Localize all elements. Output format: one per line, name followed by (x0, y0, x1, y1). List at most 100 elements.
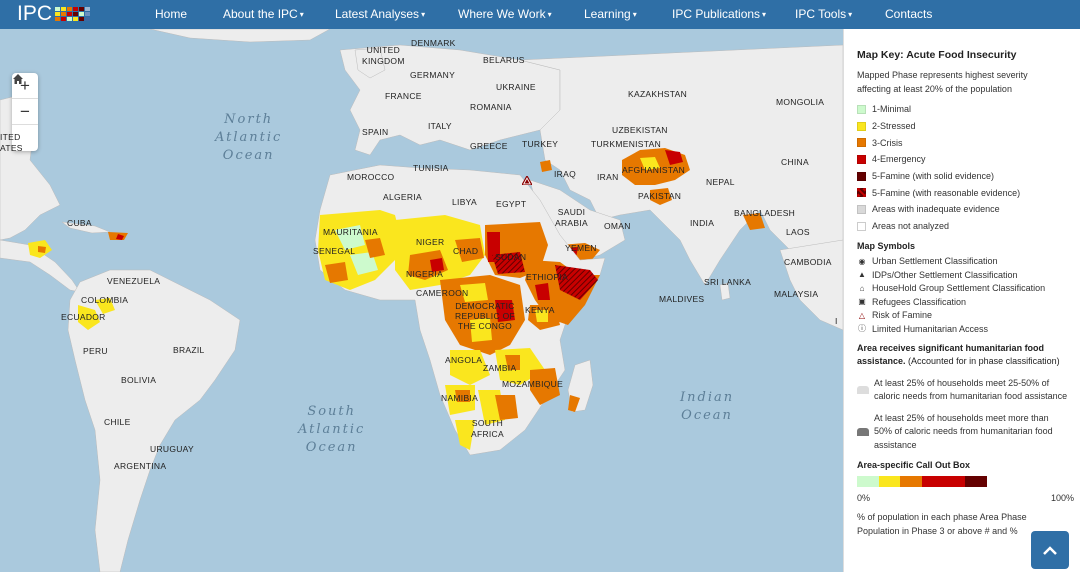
country-label: NAMIBIA (441, 393, 479, 403)
country-label: LIBYA (452, 197, 477, 207)
dot-circle-icon: ◉ (858, 256, 866, 266)
home-button[interactable] (12, 74, 38, 151)
risk-triangle-icon: △ (858, 310, 866, 320)
country-label: MOROCCO (347, 172, 395, 182)
callout-scale: 0% 100% (857, 493, 1074, 503)
country-label: OMAN (604, 221, 631, 231)
country-label: CHINA (781, 157, 809, 167)
symbol-legend-item: △ Risk of Famine (858, 310, 933, 321)
symbol-legend-item: ⓘ Limited Humanitarian Access (858, 323, 989, 334)
nav-ipc-publications[interactable]: IPC Publications ▾ (672, 7, 767, 21)
country-label: ETHIOPIA (526, 272, 569, 282)
country-label: VENEZUELA (107, 276, 161, 286)
symbol-legend-item: ▲ IDPs/Other Settlement Classification (858, 269, 1018, 280)
country-label: UKRAINE (496, 82, 536, 92)
ipc-logo[interactable]: IPC (17, 2, 91, 25)
country-label: PAKISTAN (638, 191, 682, 201)
country-label: URUGUAY (150, 444, 194, 454)
nav-where-we-work[interactable]: Where We Work ▾ (458, 7, 552, 21)
country-label: ITALY (428, 121, 452, 131)
country-label: BRAZIL (173, 345, 205, 355)
symbol-legend-item: ▣ Refugees Classification (858, 296, 967, 307)
zoom-in-button[interactable]: + (12, 73, 38, 99)
map-basemap (0, 29, 843, 572)
country-label: GERMANY (410, 70, 456, 80)
map-canvas[interactable]: + − North Atlantic Ocean South Atlantic … (0, 29, 843, 572)
map-key-panel: Map Key: Acute Food Insecurity Mapped Ph… (843, 29, 1080, 572)
phase-legend-item: 5-Famine (with reasonable evidence) (857, 184, 1080, 201)
nav-about[interactable]: About the IPC ▾ (223, 7, 304, 21)
phase-legend-item: 4-Emergency (857, 151, 1080, 168)
nav-ipc-tools[interactable]: IPC Tools ▾ (795, 7, 853, 21)
country-label: NIGERIA (406, 269, 444, 279)
country-label: IRAN (597, 172, 619, 182)
country-label: MONGOLIA (776, 97, 825, 107)
country-label: SENEGAL (313, 246, 356, 256)
country-label: ANGOLA (445, 355, 483, 365)
phase-legend-item: 2-Stressed (857, 118, 1080, 135)
chevron-down-icon: ▾ (547, 10, 552, 19)
phase-swatch (857, 171, 866, 181)
chevron-down-icon: ▾ (421, 10, 426, 19)
phase-legend-item: 5-Famine (with solid evidence) (857, 168, 1080, 185)
limited-access-icon: ⓘ (858, 324, 866, 334)
country-label: SRI LANKA (704, 277, 752, 287)
phase-swatch (857, 154, 866, 164)
country-label: NIGER (416, 237, 445, 247)
country-label: SAUDI ARABIA (555, 207, 588, 228)
country-label: KENYA (525, 305, 555, 315)
country-label: MOZAMBIQUE (502, 379, 564, 389)
top-navbar: IPC Home About the IPC ▾ Latest Analyses ▾… (0, 0, 1080, 29)
country-label: CUBA (67, 218, 92, 228)
country-label: TURKEY (522, 139, 559, 149)
home-icon (13, 74, 23, 84)
refugee-icon: ▣ (858, 297, 866, 307)
country-label: ECUADOR (61, 312, 106, 322)
back-to-top-button[interactable] (1031, 531, 1069, 569)
assistance-legend-item: At least 25% of households meet 25-50% o… (857, 377, 1080, 404)
assistance-legend-item: At least 25% of households meet more tha… (857, 412, 1080, 453)
country-label: ALGERIA (383, 192, 422, 202)
nav-latest-analyses[interactable]: Latest Analyses ▾ (335, 7, 426, 21)
zoom-controls: + − (12, 73, 38, 151)
country-label: ITED ATES (0, 132, 23, 153)
country-label: CAMEROON (416, 288, 469, 298)
nav-learning[interactable]: Learning ▾ (584, 7, 637, 21)
chevron-down-icon: ▾ (762, 10, 767, 19)
country-label: TURKMENISTAN (591, 139, 662, 149)
symbol-legend-item: ◉ Urban Settlement Classification (858, 256, 998, 267)
country-label: EGYPT (496, 199, 527, 209)
country-label: MALDIVES (659, 294, 705, 304)
map-key-title: Map Key: Acute Food Insecurity (857, 49, 1017, 61)
country-label: AFGHANISTAN (622, 165, 686, 175)
country-label: GREECE (470, 141, 508, 151)
phase-swatch (857, 138, 866, 148)
chevron-down-icon: ▾ (299, 10, 304, 19)
logo-text: IPC (17, 2, 53, 25)
country-label: MAURITANIA (323, 227, 378, 237)
country-label: SUDAN (495, 252, 527, 262)
country-label: IRAQ (554, 169, 576, 179)
chevron-down-icon: ▾ (632, 10, 637, 19)
callout-title: Area-specific Call Out Box (857, 460, 971, 470)
country-label: BOLIVIA (121, 375, 157, 385)
country-label: BELARUS (483, 55, 525, 65)
risk-of-famine-icon[interactable] (522, 176, 532, 185)
country-label: DEMOCRATIC REPUBLIC OF THE CONGO (455, 301, 515, 331)
country-label: SOUTH AFRICA (471, 418, 504, 439)
assistance-heading: Area receives significant humanitarian f… (857, 342, 1060, 367)
country-label: KAZAKHSTAN (628, 89, 688, 99)
phase-legend-item: 1-Minimal (857, 101, 1080, 118)
phase-swatch (857, 221, 866, 231)
zoom-out-button[interactable]: − (12, 99, 38, 125)
country-label: ZAMBIA (483, 363, 517, 373)
light-grey-bar-icon (857, 386, 869, 394)
phase-legend-item: 3-Crisis (857, 134, 1080, 151)
nav-contacts[interactable]: Contacts (885, 7, 933, 21)
symbol-legend-item: ⌂ HouseHold Group Settlement Classificati… (857, 282, 1080, 296)
country-label: CAMBODIA (784, 257, 832, 267)
country-label: CHILE (104, 417, 131, 427)
country-label: UZBEKISTAN (612, 125, 668, 135)
nav-home[interactable]: Home (155, 7, 188, 21)
country-label: ARGENTINA (114, 461, 167, 471)
